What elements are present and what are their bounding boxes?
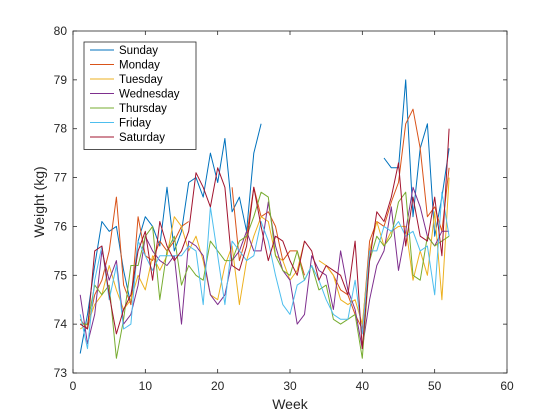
y-tick-label: 74	[54, 317, 68, 331]
x-tick-label: 30	[283, 379, 297, 393]
y-tick-label: 73	[54, 366, 68, 380]
y-axis-label: Weight (kg)	[31, 166, 47, 237]
series-line-sunday	[79, 79, 450, 354]
legend-label: Friday	[119, 118, 151, 130]
legend-label: Wednesday	[119, 89, 180, 101]
legend-label: Saturday	[119, 132, 165, 144]
y-tick-label: 78	[54, 122, 68, 136]
legend-label: Thursday	[119, 103, 167, 115]
x-tick-label: 40	[356, 379, 370, 393]
series-line-friday	[79, 191, 450, 350]
x-axis-label: Week	[272, 396, 309, 412]
y-tick-label: 77	[54, 171, 68, 185]
y-tick-label: 75	[54, 268, 68, 282]
series-line-monday	[79, 108, 450, 330]
series-line-saturday	[79, 128, 450, 350]
x-tick-label: 50	[428, 379, 442, 393]
series-layer	[79, 79, 450, 359]
legend-label: Sunday	[119, 45, 158, 57]
y-tick-label: 76	[54, 219, 68, 233]
x-tick-label: 60	[500, 379, 514, 393]
legend-box	[83, 41, 197, 150]
x-tick-label: 0	[70, 379, 77, 393]
y-tick-label: 79	[54, 73, 68, 87]
y-tick-label: 80	[54, 24, 68, 38]
legend-label: Tuesday	[119, 74, 163, 86]
legend: Sunday Monday Tuesday Wednesday Thursday Frid…	[83, 41, 197, 150]
axis-layer: 0 10 20 30 40 50 60 73 74 75 76 77 78 79 80	[54, 24, 514, 393]
legend-label: Monday	[119, 60, 160, 72]
x-tick-label: 20	[211, 379, 225, 393]
x-tick-label: 10	[139, 379, 153, 393]
series-line-thursday	[80, 191, 450, 359]
